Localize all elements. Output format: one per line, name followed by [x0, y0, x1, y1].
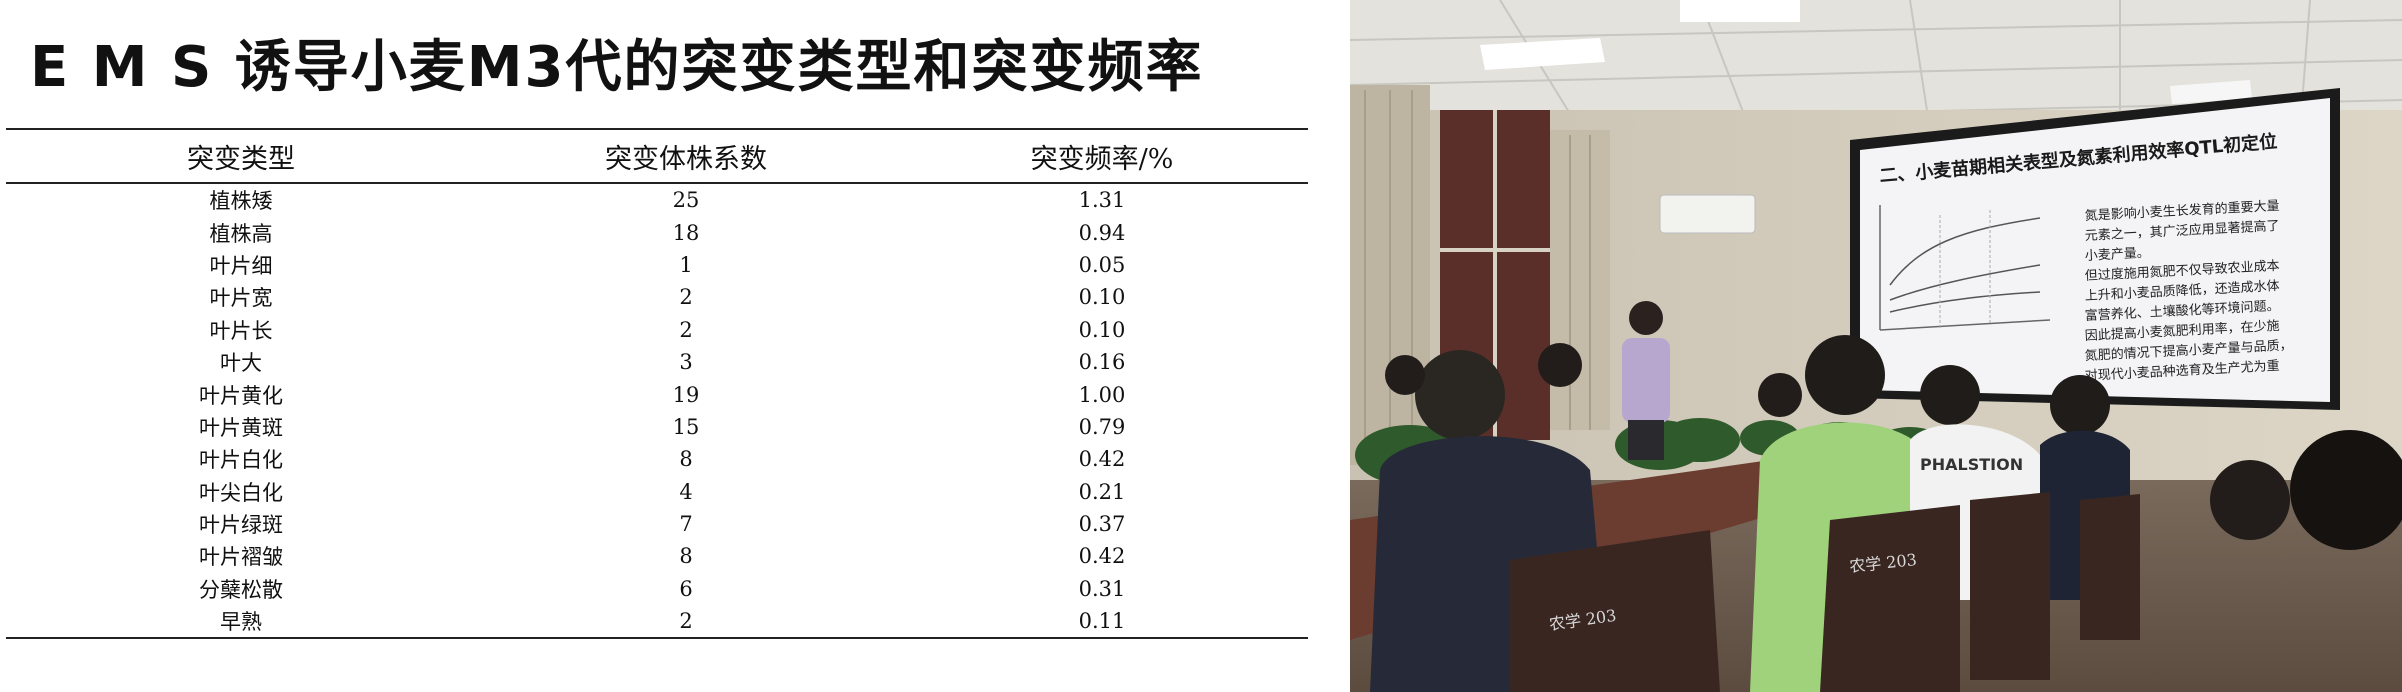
column-header-mutant-lines: 突变体株系数: [605, 143, 767, 175]
frequency-cell: 0.10: [1078, 317, 1126, 342]
mutant-lines-cell: 7: [679, 512, 693, 537]
mutant-lines-cell: 2: [679, 609, 693, 634]
mutation-type-cell: 叶片褶皱: [199, 545, 283, 570]
table-row: 叶片黄斑 15 0.79: [6, 411, 1308, 443]
chairs: [1510, 492, 2140, 692]
mutant-lines-cell: 2: [679, 285, 693, 310]
mutation-type-cell: 叶片绿斑: [199, 513, 283, 538]
frequency-cell: 0.21: [1078, 479, 1126, 504]
frequency-cell: 0.37: [1078, 512, 1126, 537]
table-row: 叶片白化 8 0.42: [6, 443, 1308, 475]
table-row: 叶大 3 0.16: [6, 346, 1308, 378]
mutation-type-cell: 叶片细: [209, 253, 273, 278]
frequency-cell: 0.42: [1078, 544, 1126, 569]
mutation-type-cell: 叶片黄化: [199, 383, 283, 408]
mutation-table-wrap: 突变类型 突变体株系数 突变频率/% 植株矮 25 1.31 植株高 18 0.94 叶片细…: [6, 128, 1308, 639]
table-row: 叶片褶皱 8 0.42: [6, 540, 1308, 572]
frequency-cell: 1.31: [1078, 188, 1126, 213]
frequency-cell: 0.16: [1078, 350, 1126, 375]
mutation-type-cell: 植株高: [209, 221, 273, 246]
table-body: 植株矮 25 1.31 植株高 18 0.94 叶片细 1 0.05 叶片宽 2 0.10 叶片长 2 0.…: [6, 183, 1308, 639]
table-row: 植株矮 25 1.31: [6, 183, 1308, 216]
mutant-lines-cell: 15: [672, 414, 700, 439]
frequency-cell: 0.79: [1078, 414, 1126, 439]
header-row: 突变类型 突变体株系数 突变频率/%: [6, 129, 1308, 183]
mutant-lines-cell: 6: [679, 576, 693, 601]
mutation-type-cell: 叶片长: [209, 318, 273, 343]
slide-panel: E M S 诱导小麦M3代的突变类型和突变频率 突变类型 突变体株系数 突变频率…: [6, 35, 1308, 639]
frequency-cell: 0.05: [1078, 252, 1126, 277]
mutant-lines-cell: 2: [679, 317, 693, 342]
photo-scene: 二、小麦苗期相关表型及氮素利用效率QTL初定位 氮是影响小麦生长发育的重要大量元…: [1350, 0, 2402, 692]
mutant-lines-cell: 4: [679, 479, 693, 504]
table-row: 叶尖白化 4 0.21: [6, 476, 1308, 508]
mutant-lines-cell: 3: [679, 350, 693, 375]
table-row: 叶片绿斑 7 0.37: [6, 508, 1308, 540]
frequency-cell: 0.10: [1078, 285, 1126, 310]
air-conditioner: [1659, 194, 1756, 234]
mutant-lines-cell: 1: [679, 252, 693, 277]
mutation-type-cell: 分蘖松散: [199, 577, 283, 602]
mutant-lines-cell: 18: [672, 220, 700, 245]
table-row: 分蘖松散 6 0.31: [6, 573, 1308, 605]
mutation-type-cell: 叶尖白化: [199, 480, 283, 505]
column-header-frequency: 突变频率/%: [1030, 143, 1174, 175]
mutation-type-cell: 叶大: [220, 351, 262, 376]
table-row: 叶片长 2 0.10: [6, 314, 1308, 346]
presenter: [1622, 301, 1670, 460]
ceiling-light: [1680, 0, 1800, 22]
table-row: 植株高 18 0.94: [6, 216, 1308, 248]
column-header-mutation-type: 突变类型: [187, 143, 295, 175]
ceiling-light: [2170, 80, 2252, 104]
frequency-cell: 0.94: [1078, 220, 1126, 245]
table-row: 叶片黄化 19 1.00: [6, 378, 1308, 410]
table-row: 叶片细 1 0.05: [6, 249, 1308, 281]
mutation-type-cell: 早熟: [220, 610, 262, 635]
mutation-type-cell: 植株矮: [209, 189, 273, 214]
table-header: 突变类型 突变体株系数 突变频率/%: [6, 129, 1308, 183]
projected-graph: [1879, 205, 2051, 331]
slide-title: E M S 诱导小麦M3代的突变类型和突变频率: [30, 35, 1204, 100]
projected-paragraph-line: 小麦产量。: [2084, 246, 2150, 264]
mutation-table: 突变类型 突变体株系数 突变频率/% 植株矮 25 1.31 植株高 18 0.94 叶片细…: [6, 128, 1308, 639]
table-row: 叶片宽 2 0.10: [6, 281, 1308, 313]
mutant-lines-cell: 19: [672, 382, 700, 407]
frequency-cell: 0.42: [1078, 447, 1126, 472]
shirt-text: PHALSTION: [1920, 455, 2023, 474]
mutant-lines-cell: 25: [672, 188, 700, 213]
table-row: 早熟 2 0.11: [6, 605, 1308, 639]
curtain-folds: [1364, 90, 1591, 460]
frequency-cell: 0.31: [1078, 576, 1126, 601]
mutant-lines-cell: 8: [679, 544, 693, 569]
ceiling-light: [1480, 38, 1605, 70]
mutation-type-cell: 叶片白化: [199, 448, 283, 473]
projected-slide: [1860, 98, 2330, 402]
frequency-cell: 0.11: [1078, 609, 1126, 634]
mutant-lines-cell: 8: [679, 447, 693, 472]
classroom-photo: 二、小麦苗期相关表型及氮素利用效率QTL初定位 氮是影响小麦生长发育的重要大量元…: [1350, 0, 2402, 692]
mutation-type-cell: 叶片黄斑: [199, 415, 283, 440]
mutation-type-cell: 叶片宽: [209, 286, 273, 311]
frequency-cell: 1.00: [1078, 382, 1126, 407]
